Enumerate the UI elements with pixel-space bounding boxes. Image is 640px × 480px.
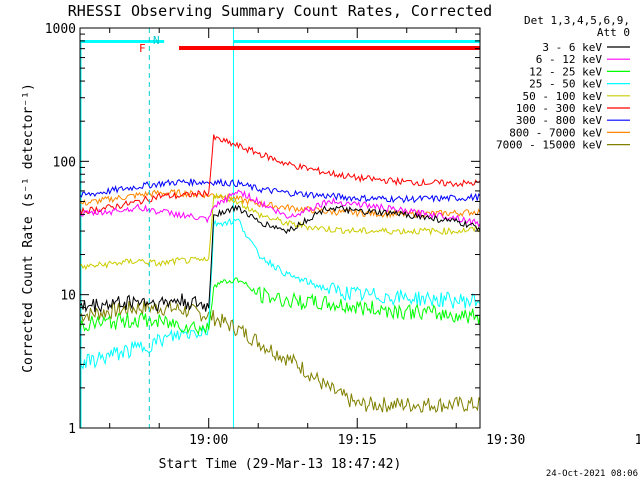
x-tick-label: 19:45 xyxy=(635,433,640,448)
series-line-300-800-kev xyxy=(80,177,480,204)
series-line-800-7000-kev xyxy=(80,188,480,219)
x-tick-label: 19:00 xyxy=(189,433,228,448)
flare-flag-label: F xyxy=(139,42,146,55)
chart-title: RHESSI Observing Summary Count Rates, Co… xyxy=(68,2,492,20)
x-tick-label: 19:30 xyxy=(486,433,525,448)
timestamp: 24-Oct-2021 08:06 xyxy=(546,469,638,479)
night-bar xyxy=(80,40,165,43)
legend-label: 6 - 12 keV xyxy=(536,53,603,66)
night-indicator-bars xyxy=(80,28,480,428)
attenuator-dashed-lines xyxy=(148,28,150,428)
x-axis-label: Start Time (29-Mar-13 18:47:42) xyxy=(159,457,402,472)
series-line-6-12-kev xyxy=(80,189,480,228)
y-axis: 1 10 100 1000 xyxy=(45,22,480,437)
legend-label: 50 - 100 keV xyxy=(523,90,603,103)
legend-label: 25 - 50 keV xyxy=(529,78,602,91)
y-axis-label: Corrected Count Rate (s⁻¹ detector⁻¹) xyxy=(21,83,36,373)
y-tick-label: 1 xyxy=(68,422,76,437)
legend-label: 7000 - 15000 keV xyxy=(496,139,602,152)
legend-label: 100 - 300 keV xyxy=(516,102,602,115)
y-tick-label: 10 xyxy=(60,289,76,304)
legend-header: Att 0 xyxy=(597,26,630,39)
series-line-7000-15000-kev xyxy=(80,300,480,413)
series-line-3-6-kev xyxy=(80,204,480,313)
night-bar xyxy=(233,40,480,43)
night-flag-label: N xyxy=(153,34,160,47)
y-tick-label: 100 xyxy=(53,155,76,170)
series-line-12-25-kev xyxy=(80,277,480,336)
series-line-100-300-kev xyxy=(80,134,480,215)
x-tick-label: 19:15 xyxy=(338,433,377,448)
legend-label: 3 - 6 keV xyxy=(542,41,602,54)
legend-label: 12 - 25 keV xyxy=(529,65,602,78)
plot-frame xyxy=(79,27,481,429)
y-tick-label: 1000 xyxy=(45,22,76,37)
series-line-25-50-kev xyxy=(80,218,480,370)
flare-bar xyxy=(179,46,480,50)
legend-label: 300 - 800 keV xyxy=(516,114,602,127)
legend-label: 800 - 7000 keV xyxy=(509,126,602,139)
flare-indicator-bars xyxy=(179,46,480,50)
series-line-50-100-kev xyxy=(80,192,480,271)
legend-header: Det 1,3,4,5,6,9, xyxy=(524,14,630,27)
